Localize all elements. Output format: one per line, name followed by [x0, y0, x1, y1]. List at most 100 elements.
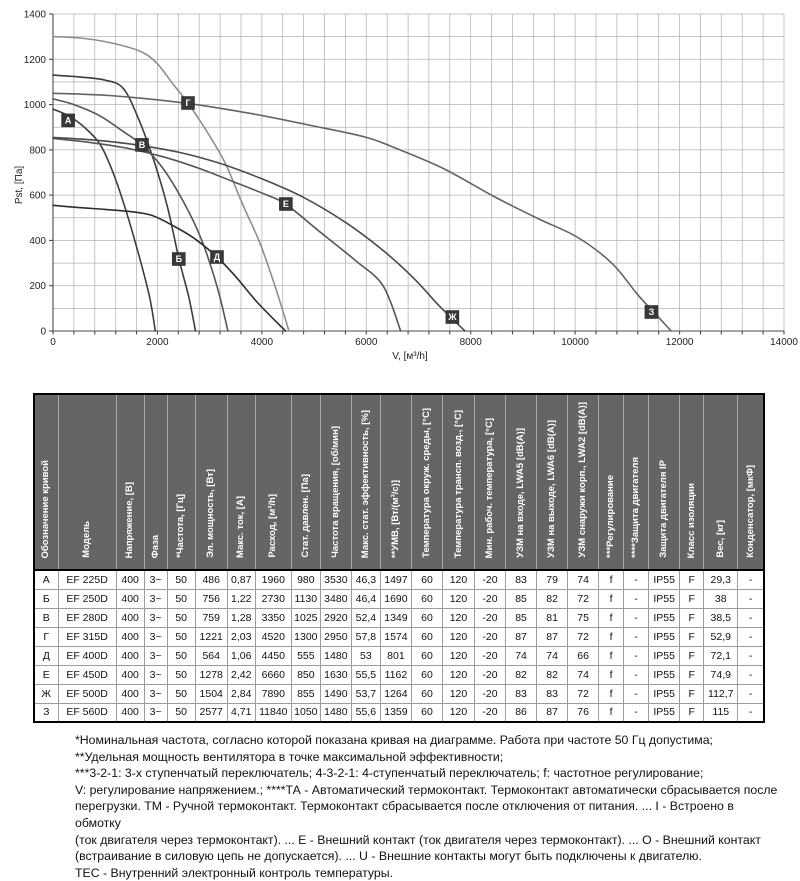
value-cell: IP55 — [648, 607, 681, 628]
curve-badge-В: В — [139, 140, 146, 150]
col-header-7: Макс. ток, [А] — [226, 393, 256, 571]
value-cell: 400 — [115, 645, 145, 666]
value-cell: 486 — [194, 569, 228, 590]
value-cell: 6660 — [254, 664, 292, 685]
value-cell: F — [679, 702, 705, 723]
value-cell: -20 — [473, 588, 507, 609]
value-cell: F — [679, 569, 705, 590]
value-cell: 74,9 — [703, 664, 739, 685]
value-cell: 50 — [166, 607, 196, 628]
value-cell: 38 — [703, 588, 739, 609]
value-cell: 2,03 — [226, 626, 256, 647]
value-cell: IP55 — [648, 645, 681, 666]
value-cell: 55,6 — [350, 702, 381, 723]
value-cell: 0,87 — [226, 569, 256, 590]
value-cell: 564 — [194, 645, 228, 666]
value-cell: 120 — [441, 645, 476, 666]
value-cell: - — [623, 683, 650, 704]
value-cell: IP55 — [648, 626, 681, 647]
value-cell: 81 — [536, 607, 569, 628]
footnotes: *Номинальная частота, согласно которой п… — [75, 732, 781, 881]
spec-table: Обозначение кривой Модель Напряжение, [В] Ф… — [33, 393, 765, 723]
value-cell: 3~ — [143, 569, 168, 590]
value-cell: 66 — [567, 645, 600, 666]
curve-badge-box-Д — [210, 250, 224, 264]
footnote-line: (ток двигателя через термоконтакт). ... … — [75, 832, 761, 847]
footnote-line: перегрузки. ТМ - Ручной термоконтакт. Те… — [75, 799, 734, 830]
value-cell: 855 — [290, 683, 321, 704]
col-header-label: Вес, [кг] — [714, 520, 726, 558]
value-cell: 60 — [410, 683, 443, 704]
value-cell: - — [623, 607, 650, 628]
value-cell: - — [623, 664, 650, 685]
value-cell: 52,4 — [350, 607, 381, 628]
value-cell: 1480 — [319, 645, 352, 666]
col-header-label: **УМВ, [Вт/(м³/с)] — [389, 479, 401, 558]
x-tick-label: 0 — [50, 337, 56, 348]
value-cell: 60 — [410, 588, 443, 609]
value-cell: 115 — [703, 702, 739, 723]
col-header-1: Обозначение кривой — [33, 393, 59, 571]
curve-badge-box-В — [135, 138, 149, 152]
x-tick-label: 2000 — [146, 337, 169, 348]
table-row-З: З EF 560D 400 3~ 50 2577 4,71 11840 1050 1480 55,6… — [33, 702, 765, 723]
value-cell: - — [623, 626, 650, 647]
value-cell: 120 — [441, 683, 476, 704]
value-cell: 1162 — [379, 664, 412, 685]
value-cell: 1630 — [319, 664, 352, 685]
curve-id-cell: Ж — [33, 683, 59, 704]
x-axis-label: V, [м³/h] — [392, 351, 428, 362]
value-cell: F — [679, 588, 705, 609]
value-cell: 50 — [166, 702, 196, 723]
performance-chart-area: 0 2000 4000 6000 8000 10000 12000 14000 0 200 400 6… — [0, 0, 800, 368]
col-header-label: *Частота, [Гц] — [175, 494, 187, 558]
value-cell: 72 — [567, 626, 600, 647]
curve-Г — [52, 35, 290, 332]
value-cell: 79 — [536, 569, 569, 590]
col-header-label: Мин. рабоч. температура, [°C] — [484, 417, 496, 558]
value-cell: 112,7 — [703, 683, 739, 704]
value-cell: -20 — [473, 607, 507, 628]
col-header-label: ****Защита двигателя — [630, 457, 642, 558]
col-header-label: Эл. мощность, [Вт] — [205, 469, 217, 558]
curve-badge-А: А — [65, 116, 72, 126]
col-header-2: Модель — [57, 393, 117, 571]
value-cell: 1480 — [319, 702, 352, 723]
col-header-9: Стат. давлен. [Па] — [290, 393, 321, 571]
value-cell: 74 — [567, 664, 600, 685]
value-cell: 72,1 — [703, 645, 739, 666]
curve-badge-Е: Е — [283, 199, 289, 209]
value-cell: 3~ — [143, 626, 168, 647]
col-header-17: УЗМ на выходе, LWA6 [dB(A)] — [536, 393, 569, 571]
value-cell: f — [598, 645, 625, 666]
value-cell: 2950 — [319, 626, 352, 647]
value-cell: 46,4 — [350, 588, 381, 609]
col-header-label: Обозначение кривой — [40, 459, 52, 559]
chart-curves — [52, 35, 672, 332]
col-header-8: Расход, [м³/h] — [254, 393, 292, 571]
curve-id-cell: А — [33, 569, 59, 590]
curve-id-cell: Г — [33, 626, 59, 647]
value-cell: 980 — [290, 569, 321, 590]
value-cell: 1504 — [194, 683, 228, 704]
value-cell: 29,3 — [703, 569, 739, 590]
value-cell: 756 — [194, 588, 228, 609]
curve-badge-Г: Г — [185, 98, 190, 108]
value-cell: 2577 — [194, 702, 228, 723]
value-cell: 74 — [536, 645, 569, 666]
y-tick-label: 800 — [29, 145, 46, 156]
col-header-label: Модель — [81, 521, 93, 558]
table-row-А: А EF 225D 400 3~ 50 486 0,87 1960 980 3530 46,3 149… — [33, 569, 765, 590]
value-cell: 400 — [115, 664, 145, 685]
value-cell: -20 — [473, 664, 507, 685]
model-cell: EF 315D — [57, 626, 117, 647]
col-header-label: Стат. давлен. [Па] — [299, 474, 311, 558]
curve-id-cell: В — [33, 607, 59, 628]
col-header-label: Защита двигателя IP — [658, 460, 670, 558]
y-tick-label: 1200 — [24, 55, 47, 66]
value-cell: 74 — [567, 569, 600, 590]
col-header-22: Класс изоляции — [679, 393, 705, 571]
value-cell: 2,84 — [226, 683, 256, 704]
value-cell: 1497 — [379, 569, 412, 590]
value-cell: -20 — [473, 683, 507, 704]
